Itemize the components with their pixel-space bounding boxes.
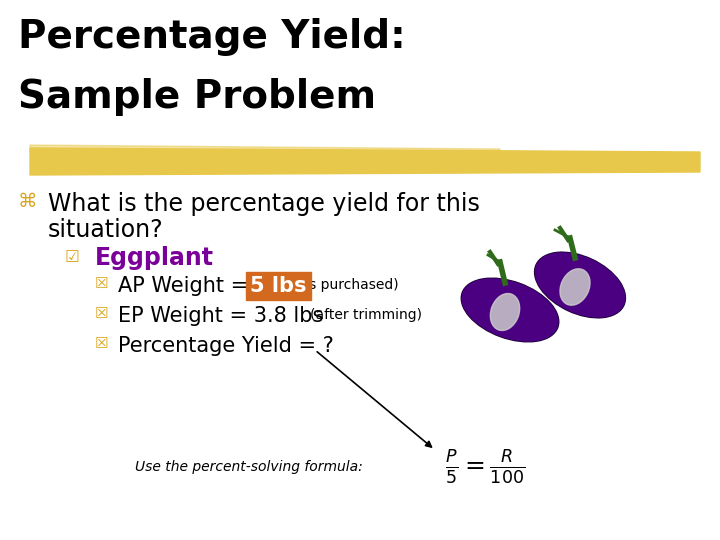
Text: situation?: situation? [48, 218, 163, 242]
Ellipse shape [462, 279, 558, 341]
Ellipse shape [536, 253, 624, 317]
Text: Eggplant: Eggplant [95, 246, 214, 270]
Text: ☑: ☑ [65, 248, 80, 266]
Text: ⌘: ⌘ [18, 192, 37, 211]
Ellipse shape [560, 269, 590, 305]
Polygon shape [30, 148, 700, 175]
Text: (as purchased): (as purchased) [295, 278, 399, 292]
Text: Sample Problem: Sample Problem [18, 78, 376, 116]
Text: Use the percent-solving formula:: Use the percent-solving formula: [135, 460, 363, 474]
Text: $\frac{P}{5} = \frac{R}{100}$: $\frac{P}{5} = \frac{R}{100}$ [445, 448, 526, 486]
Polygon shape [30, 145, 500, 155]
Ellipse shape [490, 294, 520, 330]
Text: What is the percentage yield for this: What is the percentage yield for this [48, 192, 480, 216]
Text: 5 lbs: 5 lbs [250, 276, 307, 296]
Text: ☒: ☒ [95, 336, 109, 351]
Text: (after trimming): (after trimming) [310, 308, 422, 322]
Text: ☒: ☒ [95, 276, 109, 291]
Text: Percentage Yield:: Percentage Yield: [18, 18, 406, 56]
Text: EP Weight = 3.8 lbs: EP Weight = 3.8 lbs [118, 306, 323, 326]
Text: Percentage Yield = ?: Percentage Yield = ? [118, 336, 334, 356]
Text: AP Weight =: AP Weight = [118, 276, 255, 296]
Text: ☒: ☒ [95, 306, 109, 321]
